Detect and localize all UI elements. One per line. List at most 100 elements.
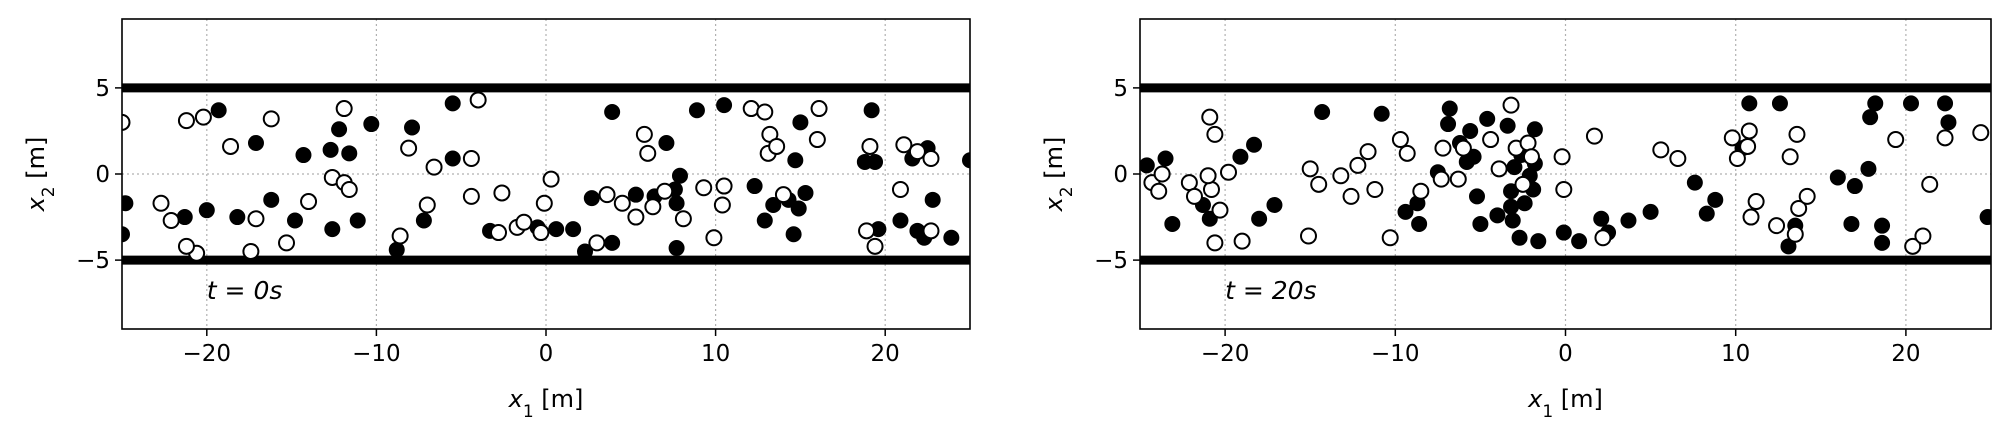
filled-point bbox=[324, 221, 341, 238]
filled-point bbox=[962, 152, 970, 169]
filled-point bbox=[1462, 122, 1479, 139]
open-point bbox=[1652, 141, 1670, 159]
open-point bbox=[1233, 232, 1251, 250]
open-point bbox=[335, 100, 353, 118]
filled-point bbox=[790, 200, 807, 217]
open-point bbox=[922, 150, 940, 167]
filled-point bbox=[1862, 109, 1879, 126]
open-point bbox=[1788, 125, 1806, 143]
open-point bbox=[1206, 125, 1224, 143]
x-tick-label: −10 bbox=[352, 341, 401, 367]
filled-point bbox=[1468, 188, 1485, 205]
open-point bbox=[858, 222, 876, 240]
filled-point bbox=[671, 167, 688, 184]
open-point bbox=[462, 187, 480, 205]
filled-point bbox=[785, 226, 802, 243]
open-point bbox=[1914, 227, 1932, 245]
y-tick-label: 5 bbox=[1113, 76, 1128, 102]
y-tick-label: −5 bbox=[76, 248, 110, 274]
open-point bbox=[1202, 181, 1220, 198]
filled-point bbox=[1441, 100, 1458, 117]
open-point bbox=[542, 170, 560, 188]
filled-point bbox=[1707, 191, 1724, 208]
filled-point bbox=[1140, 157, 1155, 174]
x-tick-label: 0 bbox=[539, 341, 554, 367]
open-point bbox=[1904, 237, 1922, 255]
open-point bbox=[1301, 160, 1319, 178]
open-point bbox=[1185, 187, 1203, 205]
open-point bbox=[425, 158, 443, 176]
filled-point bbox=[1874, 217, 1891, 234]
open-point bbox=[922, 222, 940, 240]
y-tick-label: −5 bbox=[1094, 248, 1128, 274]
plot-content bbox=[1140, 83, 1991, 265]
x-tick-label: 20 bbox=[1891, 341, 1920, 367]
open-point bbox=[1669, 150, 1687, 167]
open-point bbox=[1740, 122, 1758, 140]
filled-point bbox=[1741, 95, 1758, 112]
filled-point bbox=[1479, 110, 1496, 127]
filled-point bbox=[787, 152, 804, 169]
filled-point bbox=[1979, 209, 1991, 226]
open-point bbox=[1220, 163, 1238, 181]
open-point bbox=[1332, 167, 1350, 185]
open-point bbox=[866, 237, 884, 255]
filled-point bbox=[943, 229, 960, 246]
filled-point bbox=[1867, 95, 1884, 112]
open-point bbox=[152, 194, 170, 212]
open-point bbox=[122, 113, 131, 131]
x-tick-label: 10 bbox=[701, 341, 730, 367]
open-point bbox=[1739, 137, 1757, 155]
filled-point bbox=[210, 102, 227, 119]
filled-point bbox=[1843, 215, 1860, 232]
open-point bbox=[1150, 182, 1168, 200]
open-point bbox=[674, 210, 692, 228]
open-point bbox=[1728, 150, 1746, 167]
open-point bbox=[613, 194, 631, 212]
open-point bbox=[1786, 225, 1804, 243]
filled-point bbox=[1246, 136, 1263, 153]
open-point bbox=[891, 181, 909, 198]
open-point bbox=[1522, 148, 1540, 166]
open-point bbox=[895, 136, 913, 154]
open-point bbox=[1211, 201, 1229, 219]
plot-panel-2: −20 −10 0 10 20 −5 0 5 x1 [m] x2 [m] t = 20s bbox=[1040, 18, 1992, 422]
filled-point bbox=[1593, 210, 1610, 227]
filled-point bbox=[548, 221, 565, 238]
filled-point bbox=[765, 197, 782, 213]
open-point bbox=[490, 224, 508, 242]
open-point bbox=[1206, 234, 1224, 252]
open-point bbox=[391, 227, 409, 245]
open-point bbox=[462, 150, 480, 167]
filled-point bbox=[577, 243, 594, 260]
open-point bbox=[598, 186, 616, 204]
x-tick-label: −20 bbox=[1201, 341, 1250, 367]
y-tick-label: 0 bbox=[1113, 162, 1128, 188]
open-point bbox=[1519, 134, 1537, 152]
open-point bbox=[1434, 139, 1452, 157]
time-annotation: t = 0s bbox=[207, 276, 283, 305]
open-point bbox=[713, 196, 731, 214]
open-point bbox=[340, 181, 358, 198]
filled-point bbox=[792, 114, 809, 131]
open-point bbox=[194, 108, 212, 126]
open-point bbox=[635, 125, 653, 143]
open-point bbox=[1936, 129, 1954, 147]
open-point bbox=[627, 208, 645, 226]
open-point bbox=[1921, 175, 1939, 193]
open-point bbox=[1887, 131, 1905, 149]
open-point bbox=[1449, 170, 1467, 188]
open-point bbox=[1555, 181, 1573, 198]
open-point bbox=[469, 91, 487, 109]
filled-point bbox=[892, 212, 909, 229]
open-point bbox=[1432, 170, 1450, 188]
filled-point bbox=[1472, 215, 1489, 232]
open-point bbox=[1299, 227, 1317, 245]
filled-point bbox=[122, 226, 130, 243]
filled-point bbox=[1698, 205, 1715, 222]
open-point bbox=[1723, 129, 1741, 147]
open-point bbox=[1180, 174, 1198, 192]
filled-point bbox=[583, 190, 600, 207]
y-axis-label: x2 [m] bbox=[22, 137, 59, 213]
x-axis-label: x1 [m] bbox=[1527, 385, 1603, 422]
